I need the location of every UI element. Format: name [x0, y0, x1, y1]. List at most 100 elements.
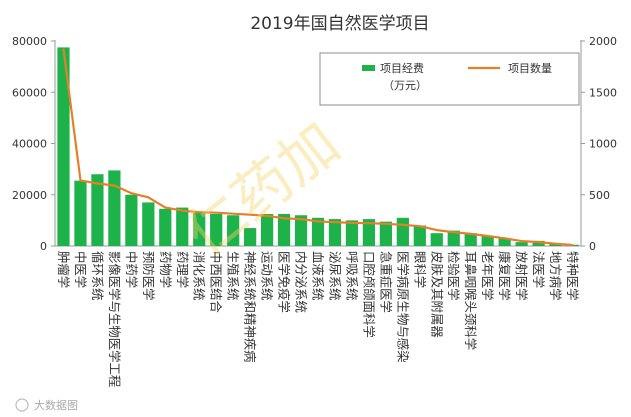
bar [294, 215, 308, 246]
legend-box [319, 52, 580, 106]
bar [260, 213, 274, 246]
line-point [147, 196, 150, 199]
line-point [334, 221, 336, 224]
legend: 项目经费 （万元） 项目数量 [319, 52, 580, 106]
legend-line-label: 项目数量 [508, 62, 552, 75]
category-label: 内分泌系统 [294, 251, 309, 313]
category-label: 影像医学与生物医学工程 [107, 251, 122, 387]
category-label: 消化系统 [192, 251, 207, 301]
category-label: 老年医学 [480, 251, 495, 301]
bar [159, 208, 172, 246]
category-label: 康复医学 [497, 251, 512, 301]
left-tick-label: 20000 [12, 189, 47, 202]
line-point [283, 217, 285, 220]
category-label: 急重症医学 [378, 251, 393, 313]
bar [108, 170, 121, 246]
line-point [266, 214, 268, 217]
bar [311, 217, 325, 246]
right-tick-label: 1000 [589, 138, 617, 151]
category-label: 地方病学 [548, 251, 563, 301]
category-label: 药物学 [158, 251, 173, 288]
left-tick-label: 0 [40, 240, 47, 253]
bar [328, 219, 342, 246]
right-tick-label: 0 [589, 240, 596, 253]
bar [142, 202, 155, 246]
line-point [232, 212, 235, 215]
bar [532, 240, 545, 246]
line-point [113, 184, 116, 187]
category-label: 血液系统 [311, 251, 326, 301]
line-point [164, 206, 167, 209]
right-tick-label: 2000 [589, 35, 617, 48]
right-tick-label: 1500 [589, 86, 617, 99]
category-label: 生殖系统 [226, 251, 241, 301]
legend-bar-unit: （万元） [383, 79, 427, 92]
category-label: 医学病原生物与感染 [395, 251, 410, 363]
category-label: 口腔颅颌面科学 [361, 251, 376, 338]
chart-title: 2019年国自然医学项目 [250, 14, 429, 34]
line-point [198, 211, 201, 214]
left-tick-label: 80000 [12, 35, 47, 48]
category-label: 泌尿系统 [327, 251, 342, 301]
bar [447, 230, 460, 246]
corner-watermark-logo-icon [15, 398, 29, 412]
line-point [401, 223, 404, 226]
category-label: 预防医学 [141, 251, 156, 301]
category-label: 神经系统和精神疾病 [243, 251, 258, 363]
line-point [181, 209, 184, 212]
legend-bar-swatch [362, 65, 375, 71]
line-point [368, 222, 370, 225]
category-label: 药理学 [175, 251, 190, 288]
line-point [435, 229, 438, 232]
bar [91, 174, 104, 246]
left-tick-label: 60000 [12, 86, 47, 99]
category-label: 中西医结合 [209, 251, 224, 313]
bar [57, 47, 70, 246]
line-point [520, 240, 523, 242]
corner-watermark: 大数据图 [34, 398, 78, 412]
bar [379, 221, 392, 246]
legend-bar-label: 项目经费 [380, 62, 424, 75]
bar [277, 213, 291, 246]
category-label: 耳鼻咽喉头颈科学 [463, 251, 478, 350]
line-point [418, 225, 421, 228]
line-point [351, 222, 353, 224]
category-label: 皮肤及其附属器 [429, 251, 444, 338]
bar [74, 180, 87, 246]
line-point [486, 235, 489, 237]
line-point [469, 233, 472, 235]
category-label: 中医学 [73, 251, 88, 288]
line-point [300, 218, 302, 221]
bar [244, 228, 257, 246]
category-label: 呼吸系统 [344, 251, 359, 301]
left-axis-ticks: 0 20000 40000 60000 80000 [12, 35, 55, 253]
line-point [571, 244, 574, 246]
line-point [384, 222, 387, 225]
left-tick-label: 40000 [12, 138, 47, 151]
category-labels: 肿瘤学 中医学 循环系统 影像医学与生物医学工程 中药学 预防医学 药物学 药理学 消化系统 中西… [56, 251, 580, 387]
bar [345, 220, 359, 246]
bar [515, 242, 528, 246]
bar [498, 238, 511, 246]
line-series [62, 48, 574, 247]
bar [125, 194, 138, 246]
bar [362, 219, 376, 246]
category-label: 医学免疫学 [277, 251, 292, 313]
bar [413, 225, 426, 246]
bar [396, 217, 409, 246]
bar [227, 215, 240, 246]
category-label: 特种医学 [565, 251, 580, 301]
bar [176, 207, 189, 246]
line-point [79, 179, 82, 182]
line-point [503, 237, 506, 240]
line-point [452, 231, 455, 234]
category-label: 循环系统 [90, 251, 105, 301]
right-axis-ticks: 0 500 1000 1500 2000 [581, 35, 617, 253]
category-label: 放射医学 [514, 251, 529, 301]
category-label: 法医学 [531, 251, 546, 288]
bar [210, 213, 223, 246]
bar [193, 212, 206, 246]
bar [464, 233, 477, 246]
line-point [215, 211, 218, 214]
category-label: 中药学 [124, 251, 139, 288]
